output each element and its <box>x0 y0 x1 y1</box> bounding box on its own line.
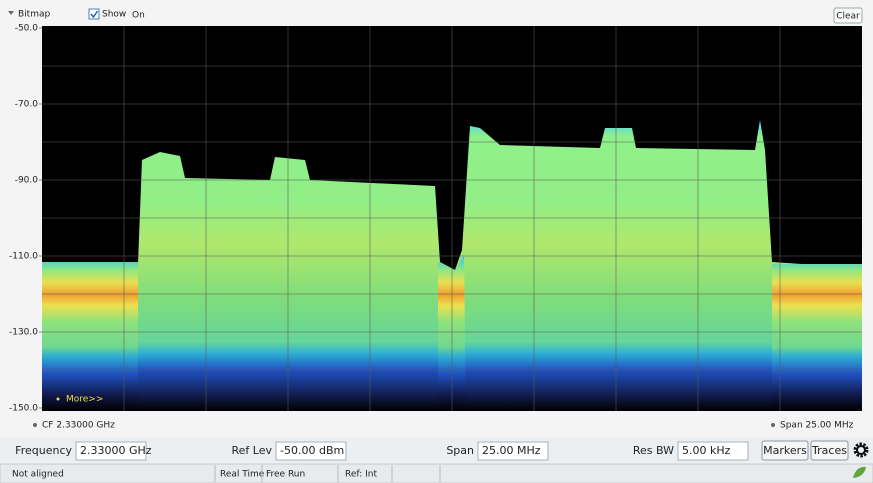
setting-label: Ref Lev <box>232 444 273 457</box>
setting-label: Span <box>446 444 474 457</box>
span-label: Span 25.00 MHz <box>780 421 854 431</box>
spectrum-window: Bitmap Show On Clear More>> CF 2.33000 G… <box>0 0 873 483</box>
y-tick-label: -70.0 <box>15 100 39 110</box>
cf-dot <box>33 423 37 427</box>
y-tick-label: -110.0 <box>9 252 38 262</box>
y-tick-label: -130.0 <box>9 328 38 338</box>
setting-value: -50.00 dBm <box>280 444 344 457</box>
bitmap-title: Bitmap <box>18 10 50 20</box>
status-text: Free Run <box>266 470 305 480</box>
span-dot <box>771 423 775 427</box>
status-text: Real Time <box>220 470 265 480</box>
status-text: Not aligned <box>12 470 64 480</box>
setting-label: Frequency <box>15 444 72 457</box>
status-text: Ref: Int <box>345 470 377 480</box>
button-label: Markers <box>763 444 807 457</box>
y-tick-label: -150.0 <box>9 404 38 414</box>
setting-value: 5.00 kHz <box>682 444 731 457</box>
cf-label: CF 2.33000 GHz <box>42 421 115 431</box>
y-tick-label: -50.0 <box>15 24 39 34</box>
clear-label: Clear <box>836 12 860 22</box>
noise-floor <box>772 264 862 411</box>
status-bar <box>0 464 873 483</box>
show-state: On <box>132 11 145 21</box>
setting-value: 25.00 MHz <box>482 444 541 457</box>
more-dot <box>57 398 60 401</box>
show-label: Show <box>102 10 126 20</box>
more-link[interactable]: More>> <box>66 395 103 405</box>
setting-value: 2.33000 GHz <box>80 444 152 457</box>
setting-label: Res BW <box>633 444 674 457</box>
y-tick-label: -90.0 <box>15 176 39 186</box>
button-label: Traces <box>811 444 847 457</box>
